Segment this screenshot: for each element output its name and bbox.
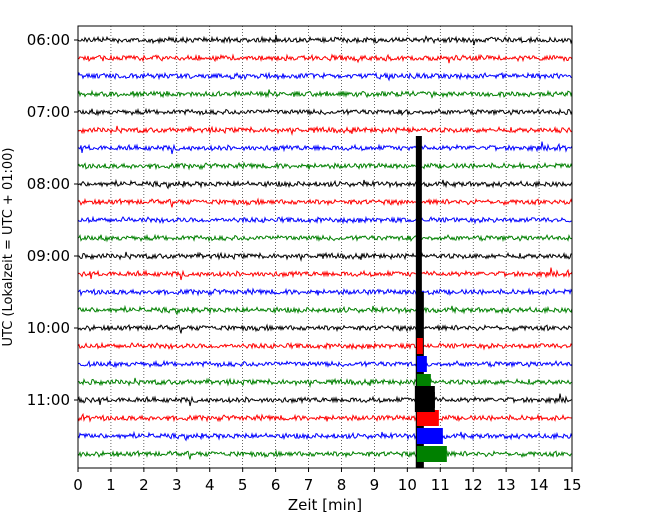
y-tick-label: 11:00 bbox=[27, 391, 70, 409]
trace-1115 bbox=[77, 412, 573, 423]
trace-0700 bbox=[77, 107, 573, 117]
event-burst-1145 bbox=[416, 446, 447, 462]
event-burst-1015 bbox=[416, 338, 423, 354]
trace-1045 bbox=[77, 377, 573, 388]
trace-1015 bbox=[77, 341, 573, 351]
event-burst-1030 bbox=[416, 356, 427, 372]
x-tick-label: 10 bbox=[398, 476, 417, 494]
x-tick-label: 8 bbox=[337, 476, 347, 494]
x-tick-label: 13 bbox=[497, 476, 516, 494]
trace-0945 bbox=[77, 304, 573, 316]
trace-0830 bbox=[77, 215, 573, 225]
trace-0745 bbox=[77, 161, 573, 171]
x-tick-label: 12 bbox=[464, 476, 483, 494]
y-tick-label: 06:00 bbox=[27, 31, 70, 49]
x-tick-label: 6 bbox=[271, 476, 281, 494]
x-tick-label: 11 bbox=[431, 476, 450, 494]
event-max-amplitude bbox=[414, 386, 435, 412]
trace-1145 bbox=[77, 449, 573, 460]
x-tick-label: 2 bbox=[139, 476, 149, 494]
x-tick-label: 0 bbox=[73, 476, 83, 494]
x-tick-label: 3 bbox=[172, 476, 182, 494]
trace-0715 bbox=[77, 125, 573, 136]
event-signal bbox=[414, 136, 447, 468]
y-axis-ticks: 06:00 07:00 08:00 09:00 10:00 11:00 bbox=[27, 31, 78, 409]
x-tick-label: 15 bbox=[562, 476, 581, 494]
y-tick-label: 09:00 bbox=[27, 247, 70, 265]
x-tick-label: 9 bbox=[370, 476, 380, 494]
trace-0630 bbox=[77, 71, 573, 82]
x-tick-label: 5 bbox=[238, 476, 248, 494]
trace-0730 bbox=[77, 141, 573, 155]
x-tick-label: 7 bbox=[304, 476, 314, 494]
trace-0800 bbox=[77, 178, 573, 190]
trace-0900 bbox=[77, 251, 573, 262]
x-axis-ticks: 0 1 2 3 4 5 6 7 8 9 10 11 12 13 14 15 bbox=[73, 468, 582, 494]
x-tick-label: 14 bbox=[530, 476, 549, 494]
trace-0615 bbox=[77, 53, 573, 64]
trace-0845 bbox=[77, 233, 573, 243]
trace-0600 bbox=[77, 34, 573, 46]
trace-0815 bbox=[77, 197, 573, 208]
trace-0645 bbox=[77, 89, 573, 99]
seismogram-traces bbox=[77, 34, 573, 460]
x-tick-label: 1 bbox=[106, 476, 116, 494]
x-axis-label: Zeit [min] bbox=[288, 496, 362, 514]
trace-1100 bbox=[77, 393, 573, 407]
plot-frame bbox=[77, 25, 573, 469]
trace-1130 bbox=[77, 430, 573, 442]
trace-1000 bbox=[77, 323, 573, 334]
event-burst-1115 bbox=[416, 410, 439, 426]
x-tick-label: 4 bbox=[205, 476, 215, 494]
y-tick-label: 08:00 bbox=[27, 175, 70, 193]
y-tick-label: 10:00 bbox=[27, 319, 70, 337]
event-burst-1130 bbox=[416, 428, 443, 444]
y-axis-label: UTC (Lokalzeit = UTC + 01:00) bbox=[1, 148, 16, 347]
trace-0915 bbox=[77, 267, 573, 281]
trace-1030 bbox=[77, 359, 573, 369]
y-tick-label: 07:00 bbox=[27, 103, 70, 121]
trace-0930 bbox=[77, 287, 573, 297]
